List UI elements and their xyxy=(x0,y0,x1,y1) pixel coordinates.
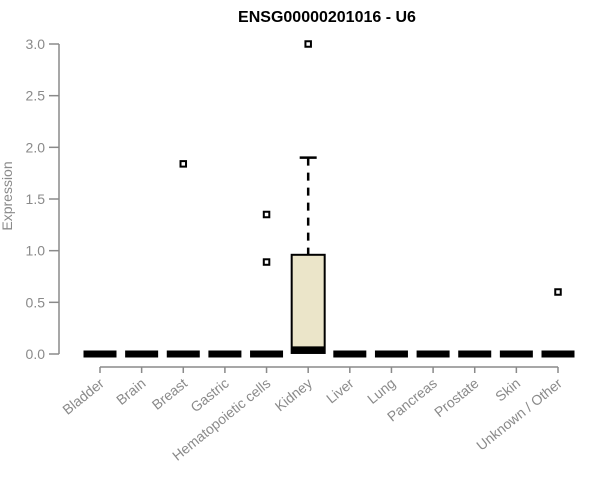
y-tick-label: 3.0 xyxy=(26,36,46,52)
category-label: Liver xyxy=(323,375,357,407)
outlier-point xyxy=(304,40,312,48)
y-tick-label: 2.5 xyxy=(26,88,46,104)
y-tick-label: 2.0 xyxy=(26,139,46,155)
category-label: Brain xyxy=(113,375,148,408)
y-axis-label: Expression xyxy=(0,161,15,230)
category-label: Breast xyxy=(149,375,191,413)
outlier-point xyxy=(262,258,271,266)
category-label: Lung xyxy=(364,375,398,407)
outlier-point xyxy=(554,288,562,296)
category-label: Prostate xyxy=(431,375,482,420)
outlier-point xyxy=(262,210,271,219)
chart-title: ENSG00000201016 - U6 xyxy=(238,9,416,26)
outlier-point xyxy=(179,160,188,168)
y-tick-label: 1.5 xyxy=(26,191,46,207)
y-tick-label: 0.0 xyxy=(26,346,46,362)
box-rect xyxy=(290,253,326,354)
category-label: Kidney xyxy=(272,375,315,414)
category-label: Bladder xyxy=(59,375,107,418)
category-label: Skin xyxy=(492,375,523,405)
y-tick-label: 1.0 xyxy=(26,243,46,259)
y-tick-label: 0.5 xyxy=(26,294,46,310)
